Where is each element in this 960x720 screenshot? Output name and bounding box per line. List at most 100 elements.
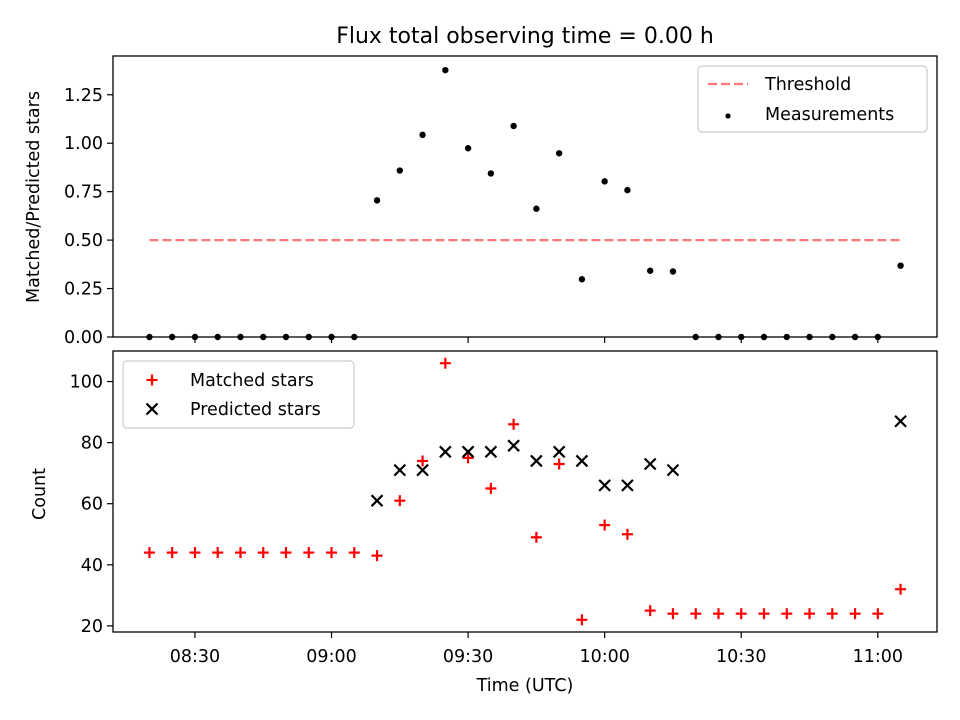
predicted-star-point (598, 479, 611, 492)
top-legend: Threshold Measurements (697, 65, 928, 133)
bottom-x-tick-label: 08:30 (170, 647, 220, 667)
measurement-point (578, 276, 586, 283)
predicted-star-point (393, 463, 407, 477)
matched-star-point (189, 547, 201, 559)
measurement-point (396, 167, 404, 174)
matched-star-point (872, 608, 884, 620)
predicted-star-point (439, 445, 452, 459)
matched-star-point (781, 608, 793, 620)
bottom-x-tick-label: 09:00 (306, 647, 356, 667)
matched-star-point (826, 608, 838, 620)
matched-star-point (553, 458, 565, 470)
bottom-y-tick-label: 80 (81, 434, 103, 454)
bottom-legend-box (122, 360, 355, 429)
top-y-tick-label: 0.25 (64, 280, 103, 300)
bottom-x-tick-label: 10:00 (579, 647, 629, 667)
top-plot-frame (112, 55, 938, 338)
measurement-point (533, 205, 540, 212)
top-y-axis-label: Matched/Predicted stars (24, 91, 44, 303)
measurement-point (624, 186, 631, 194)
matched-star-point (371, 550, 383, 562)
predicted-star-point (552, 445, 566, 459)
bottom-legend: Matched stars Predicted stars (122, 360, 355, 429)
measurement-point (601, 178, 608, 185)
matched-star-point (143, 547, 155, 559)
predicted-star-point (894, 414, 907, 428)
top-y-tick-label: 0.50 (64, 231, 103, 251)
matched-star-point (644, 605, 656, 617)
predicted-star-point (621, 479, 634, 492)
predicted-star-point (575, 454, 589, 468)
matched-star-point (212, 547, 224, 559)
legend-measurements-label: Measurements (765, 105, 894, 125)
matched-star-point (257, 547, 269, 559)
predicted-star-point (461, 445, 475, 459)
bottom-y-tick-label: 100 (70, 373, 103, 393)
bottom-x-tick-label: 09:30 (443, 647, 493, 667)
matched-star-point (417, 455, 429, 467)
measurement-point (646, 267, 654, 274)
measurement-point (510, 122, 517, 130)
measurement-point (464, 145, 472, 152)
bottom-x-axis-label: Time (UTC) (476, 676, 574, 696)
matched-star-point (895, 583, 907, 595)
matched-star-point (280, 547, 292, 559)
bottom-y-tick-label: 20 (81, 617, 103, 637)
top-y-tick-label: 0.75 (64, 183, 103, 203)
bottom-y-axis-label: Count (30, 468, 50, 520)
matched-star-point (849, 608, 861, 620)
matched-star-point (439, 357, 451, 369)
top-legend-box (697, 65, 928, 133)
measurement-point (373, 197, 381, 204)
bottom-plot-frame (112, 350, 938, 633)
predicted-star-point (484, 445, 498, 459)
matched-star-point (712, 608, 724, 620)
legend-matched-label: Matched stars (190, 371, 314, 391)
matched-star-point (234, 547, 246, 559)
legend-predicted-swatch (145, 402, 159, 416)
matched-star-point (667, 608, 679, 620)
top-y-tick-label: 1.00 (64, 134, 103, 154)
bottom-x-tick-label: 10:30 (716, 647, 766, 667)
matched-star-point (303, 547, 315, 559)
matched-star-point (690, 608, 702, 620)
matched-star-point (348, 547, 360, 559)
matched-star-point (166, 547, 178, 559)
legend-threshold-label: Threshold (764, 75, 851, 95)
matched-star-point (758, 608, 770, 620)
bottom-panel: 20 40 60 80 100 08:30 09:00 09:30 10:00 10:30 11:0… (30, 350, 938, 696)
measurement-point (442, 66, 449, 74)
matched-star-point (326, 547, 338, 559)
matched-star-point (394, 495, 406, 507)
top-y-tick-label: 1.25 (64, 86, 103, 106)
predicted-star-point (370, 494, 384, 507)
top-panel: 0.00 0.25 0.50 0.75 1.00 1.25 Matched/Predict… (24, 55, 938, 348)
bottom-x-tick-label: 11:00 (853, 647, 903, 667)
measurement-point (487, 170, 495, 177)
legend-predicted-label: Predicted stars (190, 400, 321, 420)
predicted-star-point (416, 463, 429, 477)
matched-star-point (804, 608, 816, 620)
matched-star-point (530, 531, 542, 543)
top-chart-title: Flux total observing time = 0.00 h (336, 24, 714, 49)
bottom-y-tick-label: 60 (81, 495, 103, 515)
matched-star-point (508, 418, 520, 430)
legend-measurements-swatch (725, 113, 731, 119)
legend-matched-swatch (146, 374, 158, 386)
measurement-point (669, 268, 677, 275)
matched-star-point (735, 608, 747, 620)
measurement-point (419, 131, 426, 139)
matched-star-point (621, 528, 633, 540)
predicted-star-point (666, 463, 680, 477)
bottom-y-tick-label: 40 (81, 556, 103, 576)
measurement-point (555, 150, 563, 157)
matched-star-point (576, 614, 588, 626)
matched-star-point (462, 452, 474, 464)
top-y-tick-label: 0.00 (64, 328, 103, 348)
predicted-star-point (507, 439, 520, 452)
predicted-star-point (530, 454, 543, 468)
predicted-star-point (643, 457, 657, 471)
matched-star-point (599, 519, 611, 531)
matched-star-point (485, 482, 497, 494)
